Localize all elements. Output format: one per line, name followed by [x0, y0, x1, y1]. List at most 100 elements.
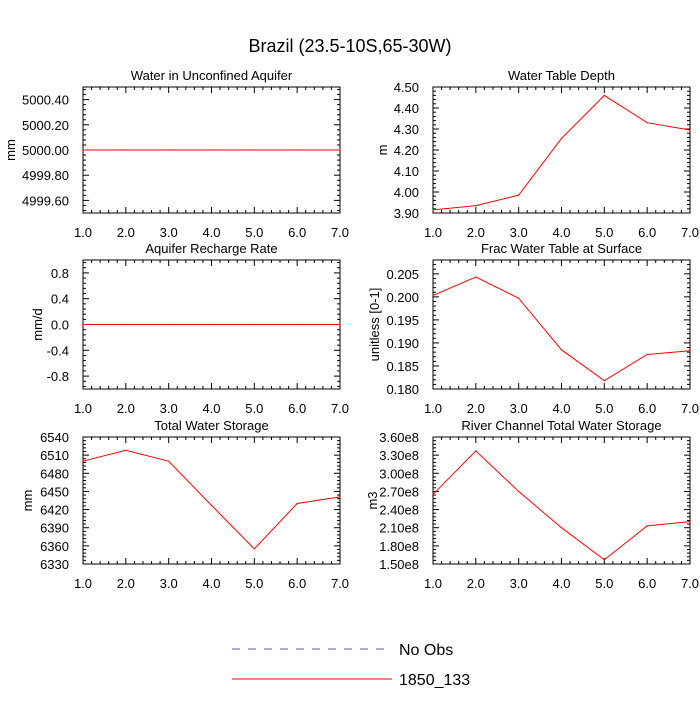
- data-point: [560, 349, 563, 351]
- y-tick-label: 0.195: [386, 313, 419, 328]
- x-tick-label: 1.0: [74, 225, 92, 240]
- data-point: [518, 194, 520, 196]
- data-point: [689, 129, 691, 131]
- y-axis-label: m: [375, 145, 390, 156]
- y-tick-label: 5000.00: [22, 143, 69, 158]
- y-tick-label: 3.00e8: [379, 466, 419, 481]
- data-point: [296, 149, 298, 151]
- data-point: [296, 502, 298, 505]
- y-tick-label: 1.50e8: [379, 557, 419, 572]
- y-tick-label: 4.40: [394, 101, 419, 116]
- x-tick-label: 4.0: [202, 576, 220, 591]
- y-tick-label: 4999.80: [22, 168, 69, 183]
- data-point: [210, 149, 213, 151]
- x-tick-label: 5.0: [595, 576, 613, 591]
- x-tick-label: 2.0: [117, 576, 135, 591]
- series-line-1850-133: [82, 449, 341, 550]
- data-point: [253, 323, 255, 326]
- data-point: [432, 493, 434, 496]
- y-tick-label: 5000.40: [22, 93, 69, 108]
- y-tick-label: 3.90: [394, 206, 419, 221]
- data-point: [475, 205, 477, 207]
- y-tick-label: 0.180: [386, 382, 419, 397]
- plot-frame: [432, 86, 691, 214]
- y-tick-label: -0.4: [47, 343, 69, 358]
- x-tick-label: 7.0: [331, 225, 349, 240]
- x-tick-label: 1.0: [424, 225, 442, 240]
- x-tick-label: 3.0: [160, 576, 178, 591]
- y-tick-label: 6450: [40, 484, 69, 499]
- data-point: [646, 353, 648, 356]
- x-tick-label: 2.0: [117, 401, 135, 416]
- x-tick-label: 7.0: [681, 225, 699, 240]
- x-tick-label: 3.0: [510, 576, 528, 591]
- y-tick-label: 0.4: [51, 292, 69, 307]
- data-point: [518, 297, 520, 299]
- y-tick-label: 2.10e8: [379, 521, 419, 536]
- y-tick-label: 4.10: [394, 164, 419, 179]
- panel-title: Water in Unconfined Aquifer: [131, 68, 293, 83]
- x-tick-label: 5.0: [245, 225, 263, 240]
- data-point: [603, 94, 605, 96]
- x-tick-label: 6.0: [638, 576, 656, 591]
- x-tick-label: 3.0: [510, 225, 528, 240]
- data-point: [603, 380, 605, 382]
- data-point: [689, 521, 691, 523]
- data-point: [646, 122, 648, 124]
- y-tick-label: 2.70e8: [379, 484, 419, 499]
- x-tick-label: 5.0: [245, 576, 263, 591]
- x-tick-label: 3.0: [510, 401, 528, 416]
- y-axis-label: mm: [3, 139, 18, 161]
- panel-title: Water Table Depth: [508, 68, 615, 83]
- data-point: [475, 276, 477, 278]
- y-tick-label: 4.00: [394, 185, 419, 200]
- y-tick-label: 6420: [40, 503, 69, 518]
- x-tick-label: 6.0: [288, 401, 306, 416]
- y-tick-label: 3.30e8: [379, 448, 419, 463]
- x-tick-label: 5.0: [245, 401, 263, 416]
- data-point: [339, 496, 341, 498]
- y-axis-label: m3: [365, 491, 380, 509]
- x-tick-label: 2.0: [117, 225, 135, 240]
- x-tick-label: 7.0: [681, 576, 699, 591]
- y-tick-label: 4999.60: [22, 193, 69, 208]
- panel-title: Aquifer Recharge Rate: [145, 241, 277, 256]
- data-point: [82, 323, 84, 326]
- data-point: [432, 294, 434, 297]
- y-tick-label: 3.60e8: [379, 430, 419, 445]
- data-point: [82, 149, 84, 151]
- x-tick-label: 4.0: [552, 401, 570, 416]
- y-tick-label: 0.190: [386, 336, 419, 351]
- series-line-1850-133: [432, 276, 691, 382]
- legend-label-1850-133: 1850_133: [399, 672, 470, 689]
- y-tick-label: 6390: [40, 521, 69, 536]
- data-point: [82, 460, 84, 462]
- data-point: [168, 323, 170, 326]
- x-tick-label: 4.0: [202, 401, 220, 416]
- data-point: [560, 527, 563, 529]
- y-tick-label: 6360: [40, 539, 69, 554]
- legend-label-no-obs: No Obs: [399, 642, 453, 659]
- data-point: [168, 460, 170, 462]
- data-point: [253, 548, 255, 550]
- figure-title: Brazil (23.5-10S,65-30W): [248, 36, 451, 56]
- x-tick-label: 2.0: [467, 225, 485, 240]
- panel-frac-water-table-at-surface: Frac Water Table at Surface unitless [0-1…: [367, 241, 699, 416]
- data-point: [646, 525, 648, 527]
- x-tick-label: 7.0: [331, 401, 349, 416]
- x-tick-label: 6.0: [288, 576, 306, 591]
- data-point: [339, 149, 341, 151]
- panel-river-channel-total-water-storage: River Channel Total Water Storage m3 1.0 2.…: [365, 418, 699, 591]
- data-point: [210, 504, 213, 506]
- x-tick-label: 5.0: [595, 401, 613, 416]
- x-tick-label: 5.0: [595, 225, 613, 240]
- x-tick-label: 7.0: [331, 576, 349, 591]
- data-point: [296, 323, 298, 326]
- x-tick-label: 4.0: [552, 225, 570, 240]
- x-tick-label: 1.0: [424, 401, 442, 416]
- data-point: [253, 149, 255, 151]
- series-line-1850-133: [432, 94, 691, 211]
- x-tick-label: 1.0: [74, 576, 92, 591]
- y-axis-label: mm/d: [30, 308, 45, 341]
